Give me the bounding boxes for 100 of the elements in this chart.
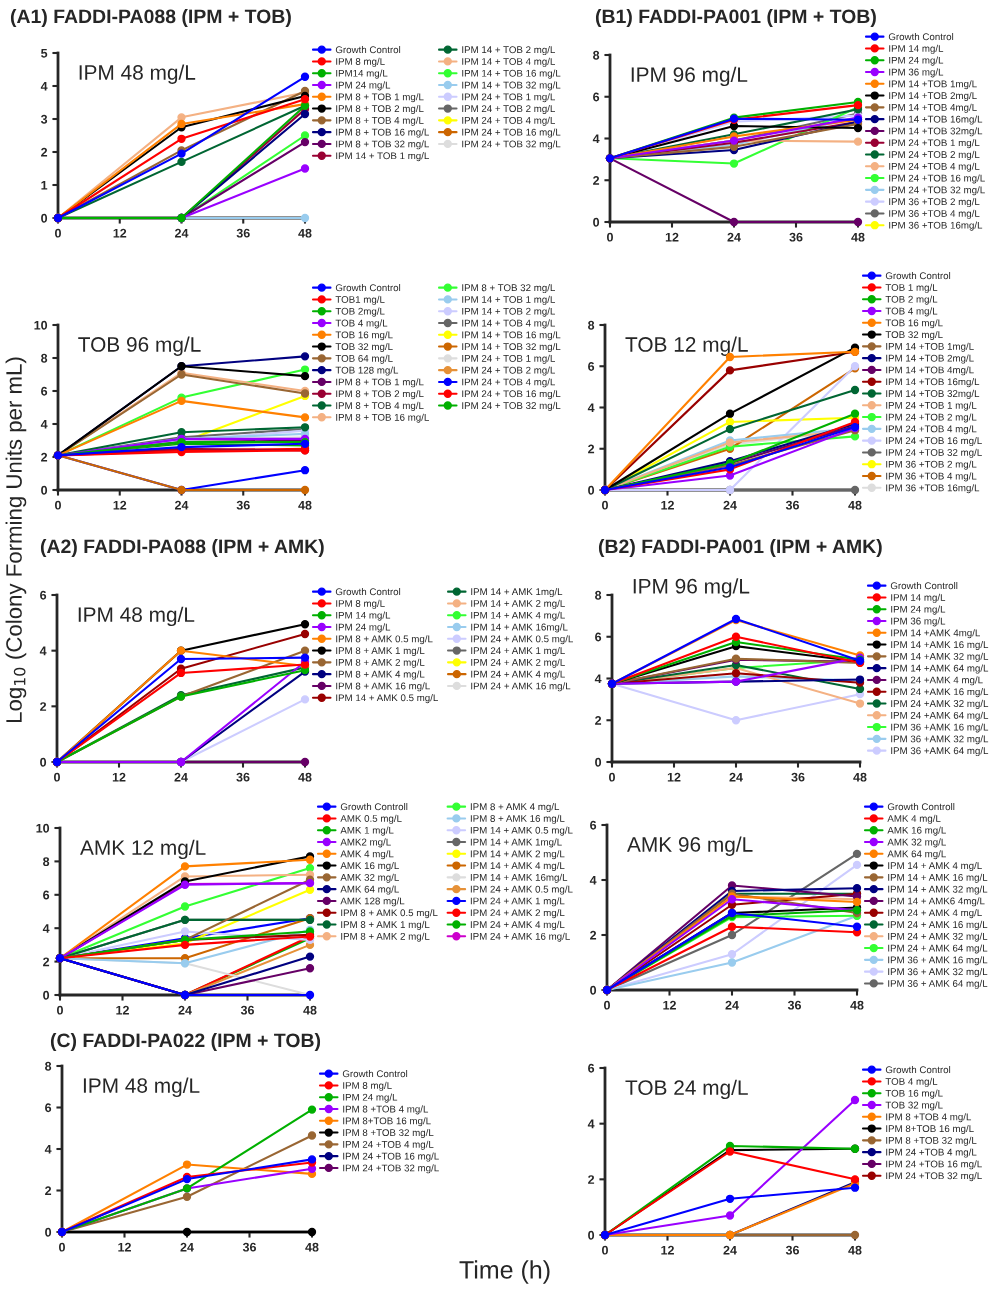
legend-label: IPM 14 + AMK 16mg/L bbox=[471, 623, 568, 633]
legend-label: IPM 24 +TOB 1 mg/L bbox=[889, 139, 980, 149]
legend-label: IPM 8 + TOB 2 mg/L bbox=[336, 390, 424, 400]
legend-label: IPM 24 +TOB 32 mg/L bbox=[886, 448, 982, 458]
legend-label: IPM 24 + AMK 16 mg/L bbox=[471, 682, 571, 692]
x-tick-label: 12 bbox=[667, 772, 681, 782]
y-tick-label: 8 bbox=[41, 353, 48, 363]
legend-label: IPM 8 + TOB 32 mg/L bbox=[336, 140, 429, 150]
y-tick-label: 0 bbox=[41, 485, 48, 495]
legend-label: IPM 8 + TOB 16 mg/L bbox=[336, 128, 429, 138]
legend-label: IPM 24 +TOB 32 mg/L bbox=[343, 1164, 439, 1174]
y-tick-label: 6 bbox=[590, 820, 597, 830]
y-tick-label: 4 bbox=[40, 419, 48, 429]
x-tick-label: 0 bbox=[607, 232, 613, 242]
legend-label: IPM 24 +TOB 4 mg/L bbox=[886, 425, 977, 435]
legend-label: IPM 24 + TOB 32 mg/L bbox=[462, 401, 561, 411]
legend-label: IPM 14 + AMK 0.5 mg/L bbox=[470, 826, 573, 836]
legend-label: IPM 14 + AMK6 4mg/L bbox=[888, 897, 985, 907]
legend-label: IPM 24 +AMK 32 mg/L bbox=[891, 699, 989, 709]
x-tick-label: 0 bbox=[609, 772, 615, 782]
legend-label: IPM 24 +TOB 1 mg/L bbox=[886, 401, 977, 411]
legend-label: IPM 8 mg/L bbox=[336, 57, 385, 67]
legend-label: IPM 14 +TOB 2mg/L bbox=[889, 91, 977, 101]
y-tick-label: 4 bbox=[587, 403, 595, 413]
legend-label: IPM 24 + AMK 16 mg/L bbox=[470, 932, 570, 942]
legend-label: IPM 14 + TOB 2 mg/L bbox=[462, 46, 556, 56]
x-tick-label: 36 bbox=[787, 1000, 801, 1010]
legend-label: IPM 8+TOB 16 mg/L bbox=[343, 1117, 431, 1127]
y-tick-label: 8 bbox=[593, 50, 600, 60]
legend-label: IPM 24 + AMK 16 mg/L bbox=[888, 920, 988, 930]
legend-label: IPM 36 + AMK 64 mg/L bbox=[888, 979, 988, 989]
y-tick-label: 1 bbox=[41, 180, 48, 190]
x-tick-label: 0 bbox=[55, 500, 61, 510]
y-tick-label: 6 bbox=[40, 590, 47, 600]
y-tick-label: 4 bbox=[594, 674, 602, 684]
legend-label: IPM 24 + AMK 32 mg/L bbox=[888, 932, 988, 942]
legend-label: IPM 8 + AMK 2 mg/L bbox=[341, 932, 430, 942]
x-tick-label: 24 bbox=[727, 232, 741, 242]
legend-label: IPM 14 + AMK 1mg/L bbox=[471, 588, 563, 598]
legend-label: IPM 14 +TOB 32mg/L bbox=[886, 389, 980, 399]
y-tick-label: 0 bbox=[45, 1227, 52, 1237]
legend-label: IPM 14 + TOB 1 mg/L bbox=[462, 295, 556, 305]
legend-label: TOB 2mg/L bbox=[335, 307, 385, 317]
y-tick-label: 6 bbox=[588, 362, 595, 371]
x-tick-label: 36 bbox=[236, 500, 250, 510]
legend-label: IPM 36 mg/L bbox=[889, 68, 944, 78]
y-tick-label: 0 bbox=[590, 985, 597, 995]
legend-label: IPM 14 + AMK 4 mg/L bbox=[471, 611, 565, 621]
legend-label: IPM 14 +AMK 32 mg/L bbox=[891, 652, 989, 662]
text: TOB 24 mg/L bbox=[625, 1079, 748, 1100]
legend-label: Growth Control bbox=[885, 272, 951, 280]
legend-label: AMK 1 mg/L bbox=[340, 826, 394, 836]
legend-label: IPM 8 + AMK 0.5 mg/L bbox=[336, 635, 433, 645]
legend-label: TOB 4 mg/L bbox=[335, 319, 388, 329]
y-tick-label: 0 bbox=[588, 1230, 595, 1240]
legend-label: IPM 14 + TOB 32 mg/L bbox=[462, 342, 561, 352]
legend-label: IPM 14 + AMK 4 mg/L bbox=[470, 861, 565, 871]
legend-label: IPM 36 + AMK 32 mg/L bbox=[888, 967, 988, 978]
legend-label: TOB 2 mg/L bbox=[885, 295, 938, 305]
legend-label: IPM 36 +AMK 64 mg/L bbox=[891, 746, 989, 757]
legend-label: IPM 8 +TOB 32 mg/L bbox=[886, 1136, 977, 1146]
legend-label: AMK 64 mg/L bbox=[340, 885, 399, 895]
y-tick-label: 4 bbox=[39, 646, 47, 656]
x-tick-label: 24 bbox=[174, 772, 188, 782]
legend-label: IPM 8 + AMK 1 mg/L bbox=[341, 920, 430, 930]
legend-label: IPM 36 +TOB 4 mg/L bbox=[886, 472, 977, 482]
legend-label: IPM 24 + AMK 4 mg/L bbox=[470, 920, 565, 930]
chart-title: (A1) FADDI-PA088 (IPM + TOB) bbox=[10, 8, 291, 28]
legend-label: IPM 36 +TOB 16mg/L bbox=[889, 221, 983, 231]
legend-label: TOB 16 mg/L bbox=[885, 319, 943, 329]
chart-title: (B1) FADDI-PA001 (IPM + TOB) bbox=[595, 8, 876, 28]
legend-label: IPM 8 + AMK 4 mg/L bbox=[336, 670, 425, 680]
legend-label: IPM 14 +TOB 1mg/L bbox=[889, 80, 977, 90]
legend-label: IPM 24 mg/L bbox=[889, 56, 944, 66]
x-tick-label: 0 bbox=[57, 1005, 63, 1015]
legend-label: IPM 14 + TOB 32 mg/L bbox=[462, 81, 561, 91]
legend-label: TOB 1 mg/L bbox=[885, 283, 938, 293]
text: AMK 12 mg/L bbox=[80, 839, 206, 860]
x-tick-label: 0 bbox=[604, 1000, 610, 1010]
y-tick-label: 2 bbox=[43, 957, 50, 967]
legend-label: TOB 32 mg/L bbox=[885, 1101, 943, 1111]
legend-label: IPM 36 +AMK 16 mg/L bbox=[891, 723, 989, 733]
legend-label: IPM 8 +TOB 4 mg/L bbox=[886, 1113, 972, 1123]
legend-label: IPM 24 + TOB 2 mg/L bbox=[462, 104, 556, 114]
legend-label: IPM 14 +TOB 1mg/L bbox=[886, 342, 974, 352]
legend-label: IPM 14 + AMK 1mg/L bbox=[470, 838, 562, 848]
legend-label: IPM 14 +TOB 4mg/L bbox=[889, 103, 977, 113]
x-tick-label: 36 bbox=[789, 232, 803, 242]
y-tick-label: 2 bbox=[588, 1175, 595, 1184]
legend-label: IPM 24 +TOB 4 mg/L bbox=[343, 1140, 434, 1150]
legend-label: Growth Controll bbox=[887, 803, 955, 811]
y-tick-label: 6 bbox=[595, 632, 602, 642]
legend-label: IPM 24 +TOB 2 mg/L bbox=[886, 413, 977, 423]
legend-label: IPM 14 + AMK 32 mg/L bbox=[888, 885, 988, 895]
legend-label: TOB 16 mg/L bbox=[885, 1089, 943, 1099]
legend-label: IPM 8 +TOB 32 mg/L bbox=[343, 1128, 434, 1138]
y-tick-label: 6 bbox=[45, 1103, 52, 1113]
y-tick-label: 2 bbox=[45, 1186, 52, 1196]
legend-label: IPM 14 + AMK 0.5 mg/L bbox=[336, 694, 438, 704]
legend-label: TOB1 mg/L bbox=[335, 295, 385, 305]
